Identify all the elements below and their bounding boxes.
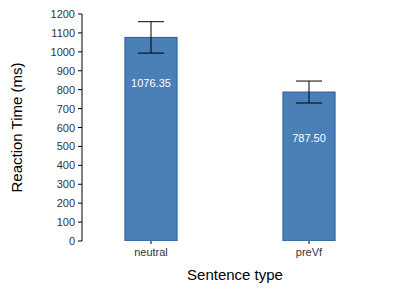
y-tick-label: 300 xyxy=(57,178,75,190)
y-tick-label: 500 xyxy=(57,140,75,152)
y-axis-title: Reaction Time (ms) xyxy=(8,62,25,192)
data-label: 1076.35 xyxy=(131,77,171,89)
y-tick-label: 1100 xyxy=(51,27,75,39)
x-tick xyxy=(151,241,152,244)
chart-container: 0 100 200 300 400 500 600 700 800 900 1000 1100 1200… xyxy=(0,0,400,290)
y-tick xyxy=(78,127,82,128)
y-tick-label: 0 xyxy=(69,235,75,247)
y-tick xyxy=(78,108,82,109)
error-bar xyxy=(296,81,322,103)
y-tick xyxy=(78,184,82,185)
y-tick-label: 900 xyxy=(57,65,75,77)
error-bar xyxy=(138,22,164,53)
y-tick xyxy=(78,89,82,90)
y-tick xyxy=(78,241,82,242)
y-tick xyxy=(78,32,82,33)
y-tick-label: 100 xyxy=(57,216,75,228)
x-tick-label: neutral xyxy=(134,246,168,258)
bar xyxy=(283,92,335,241)
y-tick xyxy=(78,222,82,223)
y-tick xyxy=(78,51,82,52)
y-tick xyxy=(78,203,82,204)
x-axis-title: Sentence type xyxy=(187,266,283,283)
chart-svg: 0 100 200 300 400 500 600 700 800 900 1000 1100 1200… xyxy=(0,0,400,290)
y-tick-label: 200 xyxy=(57,197,75,209)
y-tick xyxy=(78,14,82,15)
y-tick-label: 700 xyxy=(57,103,75,115)
y-tick-label: 600 xyxy=(57,122,75,134)
x-tick-label: preVf xyxy=(296,246,323,258)
bar xyxy=(125,37,177,241)
y-tick-label: 1200 xyxy=(51,8,75,20)
y-tick-label: 800 xyxy=(57,84,75,96)
y-tick xyxy=(78,70,82,71)
y-tick-label: 400 xyxy=(57,159,75,171)
data-label: 787.50 xyxy=(292,132,326,144)
y-tick xyxy=(78,165,82,166)
bars xyxy=(125,22,335,241)
y-tick xyxy=(78,146,82,147)
x-tick xyxy=(309,241,310,244)
y-tick-label: 1000 xyxy=(51,46,75,58)
